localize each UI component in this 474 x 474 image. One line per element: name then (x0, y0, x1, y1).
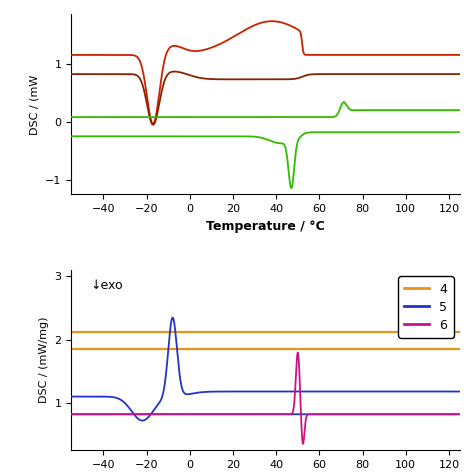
Text: ↓exo: ↓exo (91, 279, 123, 292)
Legend: 4, 5, 6: 4, 5, 6 (398, 276, 454, 338)
Y-axis label: DSC / (mW: DSC / (mW (29, 74, 39, 135)
Y-axis label: DSC / (mW/mg): DSC / (mW/mg) (39, 317, 49, 403)
X-axis label: Temperature / °C: Temperature / °C (206, 219, 325, 233)
